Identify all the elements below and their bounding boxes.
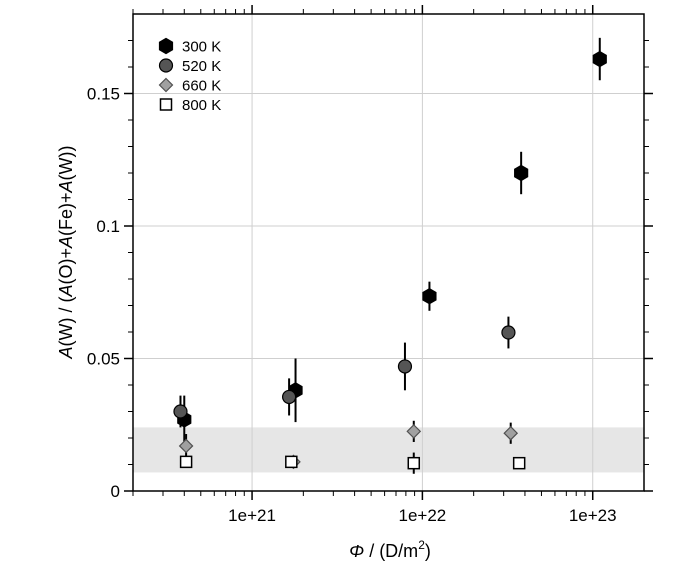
legend-marker bbox=[158, 37, 174, 55]
shaded-band-layer bbox=[133, 427, 644, 473]
legend-marker bbox=[159, 98, 173, 111]
x-axis-label: Φ / (D/m2) bbox=[349, 538, 431, 561]
x-tick-label: 1e+22 bbox=[399, 506, 447, 525]
series-group bbox=[179, 452, 526, 474]
data-point-marker bbox=[512, 456, 526, 470]
data-point-marker bbox=[592, 50, 607, 68]
legend: 300 K 520 K 660 K 800 K bbox=[158, 37, 221, 114]
legend-label: 660 K bbox=[182, 78, 221, 95]
y-axis-label-part: A bbox=[56, 347, 76, 360]
y-axis-label-part: (W) / ( bbox=[56, 297, 76, 347]
data-point-marker bbox=[501, 325, 516, 340]
y-axis-label-part: (W)) bbox=[56, 145, 76, 180]
series-group bbox=[177, 37, 607, 444]
y-axis-label-part: A bbox=[56, 285, 76, 298]
y-axis-label: A(W) / (A(O)+A(Fe)+A(W)) bbox=[56, 145, 76, 359]
y-axis-label-part: A bbox=[56, 180, 76, 193]
data-point-marker bbox=[397, 359, 413, 374]
data-point-marker bbox=[173, 404, 188, 419]
data-point-marker bbox=[503, 425, 519, 441]
y-tick-label: 0.1 bbox=[96, 217, 120, 236]
y-tick-label: 0.15 bbox=[87, 85, 120, 104]
x-tick-label: 1e+21 bbox=[228, 506, 276, 525]
data-point-marker bbox=[178, 438, 194, 454]
data-point-marker bbox=[407, 456, 421, 470]
x-axis-label-part: 2 bbox=[418, 538, 425, 552]
grid-layer bbox=[133, 14, 644, 491]
data-point-marker bbox=[406, 424, 422, 439]
series-layer bbox=[173, 37, 607, 474]
data-point-marker bbox=[285, 455, 298, 469]
data-point-marker bbox=[514, 164, 529, 182]
legend-marker bbox=[158, 58, 174, 73]
y-axis-label-part: A bbox=[56, 236, 76, 249]
legend-label: 800 K bbox=[182, 97, 221, 114]
data-point-marker bbox=[422, 288, 437, 305]
y-tick-label: 0 bbox=[111, 482, 120, 501]
y-axis-label-part: (O)+ bbox=[56, 248, 76, 285]
legend-label: 300 K bbox=[182, 39, 221, 56]
shaded-band bbox=[133, 427, 644, 473]
legend-marker bbox=[158, 77, 174, 93]
y-axis-label-part: (Fe)+ bbox=[56, 192, 76, 236]
x-axis-label-part: ) bbox=[425, 541, 431, 561]
plot-frame bbox=[132, 13, 645, 492]
data-point-marker bbox=[282, 389, 297, 405]
tick-layer: 1e+21 1e+22 1e+23 0 0.05 0.1 0.15 bbox=[87, 5, 653, 525]
legend-label: 520 K bbox=[182, 58, 221, 75]
series-group bbox=[173, 316, 516, 428]
data-point-marker bbox=[179, 455, 193, 469]
x-tick-label: 1e+23 bbox=[569, 506, 617, 525]
x-axis-label-part: Φ bbox=[349, 541, 364, 561]
x-axis-label-part: / (D/m bbox=[364, 541, 418, 561]
y-tick-label: 0.05 bbox=[87, 350, 120, 369]
